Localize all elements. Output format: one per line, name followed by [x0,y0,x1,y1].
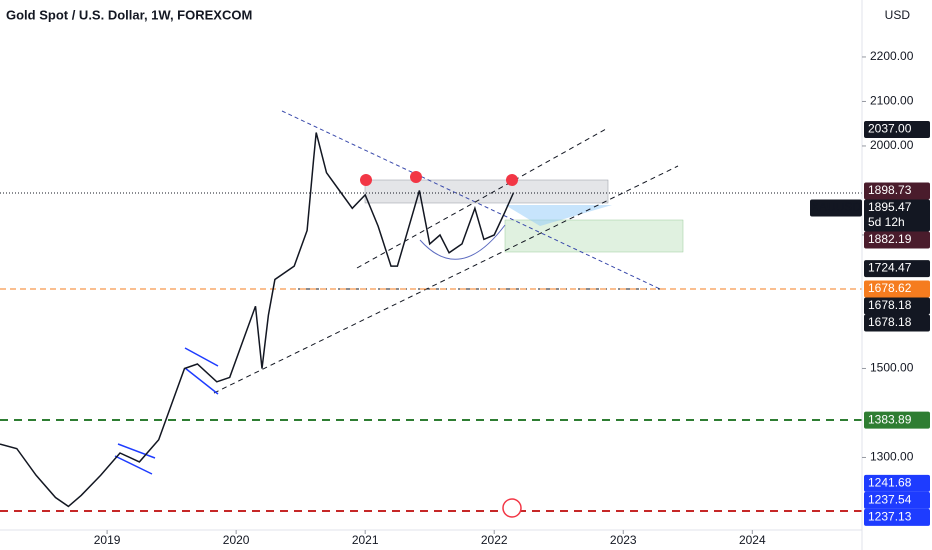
x-tick-label: 2019 [94,533,121,547]
price-tag-bg [864,314,930,332]
peak-marker [410,171,422,183]
price-tag: 1678.18 [864,314,930,332]
price-tag-bg [864,411,930,429]
price-tag-label: 1241.68 [868,476,912,490]
channel-upper [356,128,607,269]
price-line [0,132,515,508]
price-tag: 1724.47 [864,260,930,278]
event-icon[interactable] [502,498,522,518]
currency: USD [885,8,911,22]
price-tag-label: 2037.00 [868,122,912,136]
price-tag-bg [864,199,930,232]
price-tag-label: 1383.89 [868,412,912,426]
peak-marker [506,174,518,186]
price-tag: 1241.68 [864,474,930,492]
peak-marker [360,174,372,186]
symbol-tag: XAUUSD [810,199,862,217]
price-tag-bg [864,120,930,138]
y-tick-label: 2200.00 [870,49,914,63]
resistance-zone [364,179,609,204]
x-tick-label: 2020 [223,533,250,547]
price-tag-label: 1678.62 [868,281,912,295]
price-tag-label: 1237.13 [868,510,912,524]
countdown: 5d 12h [868,215,905,229]
flags [114,347,219,475]
price-tag-label: 1898.73 [868,183,912,197]
price-tag: 1882.19 [864,231,930,249]
y-tick-label: 2100.00 [870,94,914,108]
price-tag-label: 1882.19 [868,232,912,246]
price-tag: 1237.54 [864,491,930,509]
price-tag-bg [864,491,930,509]
y-tick-label: 1500.00 [870,361,914,375]
price-tag-bg [864,297,930,315]
price-tag: 1678.62 [864,280,930,298]
price-tag-bg [864,508,930,526]
x-tick-label: 2022 [481,533,508,547]
drawings [0,110,862,518]
symbol-bg [810,199,862,217]
price-tag: 1383.89 [864,411,930,429]
price-tag-bg [864,260,930,278]
price-tag-label: 1895.47 [868,200,912,214]
x-tick-label: 2021 [352,533,379,547]
x-tick-label: 2024 [739,533,766,547]
price-tag-bg [864,231,930,249]
y-tick-label: 2000.00 [870,138,914,152]
price-tag-label: 1678.18 [868,315,912,329]
price-tag-bg [864,182,930,200]
price-tag-label: 1724.47 [868,261,912,275]
price-tag: 2037.00 [864,120,930,138]
price-tag: 1678.18 [864,297,930,315]
price-tag-label: 1678.18 [868,298,912,312]
price-tag-bg [864,280,930,298]
chart-title: Gold Spot / U.S. Dollar, 1W, FOREXCOM [6,7,252,22]
price-tag: 1237.13 [864,508,930,526]
target-zone [504,219,684,253]
symbol: XAUUSD [811,200,861,214]
price-tag-label: 1237.54 [868,493,912,507]
cup-arc [419,224,506,260]
price-tag: 1898.73 [864,182,930,200]
projection [505,205,612,226]
y-tick-label: 1300.00 [870,450,914,464]
x-tick-label: 2023 [610,533,637,547]
price-tag-bg [864,474,930,492]
